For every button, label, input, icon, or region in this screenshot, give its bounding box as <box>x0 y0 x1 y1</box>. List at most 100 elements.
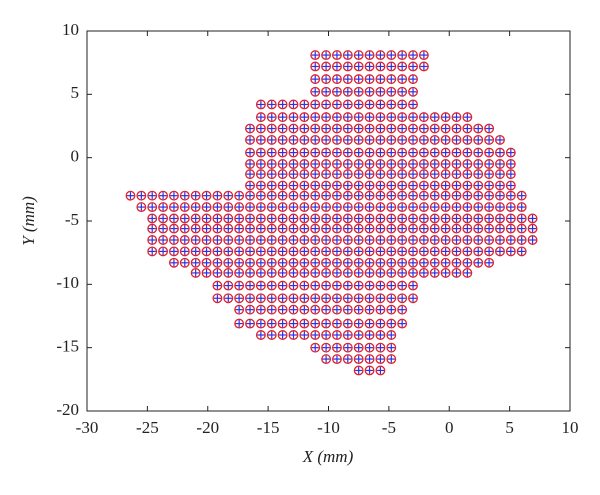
point <box>255 318 266 329</box>
marker-circle <box>277 202 288 213</box>
marker-circle <box>299 246 310 257</box>
marker-circle <box>288 134 299 145</box>
point <box>266 112 277 123</box>
marker-circle <box>375 280 386 291</box>
point <box>234 280 245 291</box>
point <box>310 246 321 257</box>
marker-circle <box>234 293 245 304</box>
point <box>516 202 527 213</box>
marker-circle <box>190 257 201 268</box>
marker-circle <box>245 123 255 134</box>
point <box>353 50 364 61</box>
point <box>386 318 397 329</box>
point <box>288 190 299 201</box>
marker-circle <box>332 147 342 158</box>
point <box>451 246 462 257</box>
point <box>255 330 266 340</box>
point <box>223 267 234 278</box>
point <box>310 112 321 123</box>
marker-circle <box>408 123 418 134</box>
point <box>505 246 516 257</box>
marker-circle <box>299 257 310 268</box>
marker-circle <box>342 180 353 191</box>
point <box>332 223 342 234</box>
marker-circle <box>353 213 364 224</box>
point <box>332 354 342 365</box>
marker-circle <box>277 180 288 191</box>
point <box>310 99 321 110</box>
marker-circle <box>440 202 451 213</box>
point <box>277 235 288 245</box>
point <box>342 61 353 72</box>
point <box>266 235 277 245</box>
point <box>310 123 321 134</box>
marker-circle <box>353 267 364 278</box>
point <box>527 213 538 224</box>
marker-circle <box>397 257 408 268</box>
marker-circle <box>332 190 342 201</box>
marker-circle <box>266 318 277 329</box>
point <box>332 213 342 224</box>
marker-circle <box>288 213 299 224</box>
point <box>408 257 418 268</box>
marker-circle <box>201 213 212 224</box>
marker-circle <box>245 190 255 201</box>
marker-circle <box>451 235 462 245</box>
marker-circle <box>397 280 408 291</box>
point <box>473 180 484 191</box>
point <box>353 202 364 213</box>
marker-circle <box>158 190 169 201</box>
point <box>245 190 255 201</box>
point <box>288 112 299 123</box>
point <box>266 159 277 169</box>
point <box>168 246 179 257</box>
marker-circle <box>462 112 473 123</box>
marker-circle <box>386 330 397 340</box>
point <box>299 304 310 315</box>
marker-circle <box>353 86 364 97</box>
marker-circle <box>386 190 397 201</box>
point <box>299 190 310 201</box>
point <box>397 235 408 245</box>
marker-circle <box>201 223 212 234</box>
marker-circle <box>440 235 451 245</box>
marker-circle <box>353 202 364 213</box>
marker-circle <box>223 267 234 278</box>
marker-circle <box>277 293 288 304</box>
point <box>266 257 277 268</box>
point <box>364 293 375 304</box>
point <box>321 257 332 268</box>
marker-circle <box>332 293 342 304</box>
point <box>179 190 190 201</box>
marker-circle <box>462 159 473 169</box>
point <box>495 235 505 245</box>
point <box>332 159 342 169</box>
marker-circle <box>321 318 332 329</box>
marker-circle <box>364 180 375 191</box>
marker-circle <box>408 74 418 85</box>
point <box>386 235 397 245</box>
marker-circle <box>429 202 440 213</box>
marker-circle <box>158 246 169 257</box>
marker-circle <box>310 257 321 268</box>
point <box>408 50 418 61</box>
marker-circle <box>505 169 516 180</box>
marker-circle <box>342 169 353 180</box>
marker-circle <box>310 330 321 340</box>
point <box>234 293 245 304</box>
point <box>277 213 288 224</box>
point <box>255 235 266 245</box>
marker-circle <box>310 147 321 158</box>
marker-circle <box>179 246 190 257</box>
point <box>288 134 299 145</box>
marker-circle <box>375 365 386 376</box>
marker-circle <box>342 280 353 291</box>
marker-circle <box>255 147 266 158</box>
marker-circle <box>277 159 288 169</box>
point <box>288 213 299 224</box>
point <box>255 223 266 234</box>
point <box>332 267 342 278</box>
marker-circle <box>397 50 408 61</box>
point <box>397 304 408 315</box>
marker-circle <box>255 190 266 201</box>
